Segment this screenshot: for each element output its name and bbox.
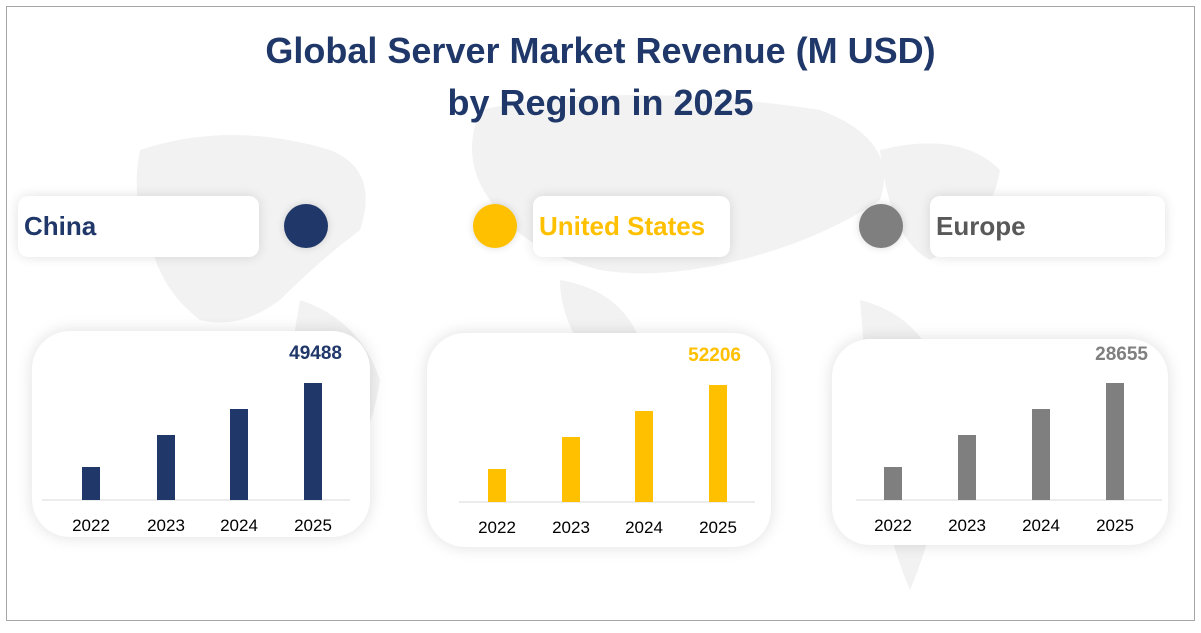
bar-2025 bbox=[709, 385, 727, 502]
bar-2022 bbox=[488, 469, 506, 502]
bar-chart-united-states: 2022 2023 2024 2025 52206 bbox=[427, 333, 771, 547]
bar-2022 bbox=[884, 467, 902, 500]
region-label-china: China bbox=[18, 196, 259, 257]
x-tick-label: 2022 bbox=[478, 518, 516, 537]
legend-dot-europe bbox=[859, 204, 903, 248]
x-tick-label: 2023 bbox=[147, 516, 185, 535]
x-tick-label: 2025 bbox=[1096, 516, 1134, 535]
bar-2024 bbox=[1032, 409, 1050, 500]
x-tick-label: 2025 bbox=[294, 516, 332, 535]
x-tick-label: 2024 bbox=[625, 518, 663, 537]
legend-dot-china bbox=[284, 204, 328, 248]
bar-2025 bbox=[1106, 383, 1124, 500]
bar-chart-svg: 2022 2023 2024 2025 52206 bbox=[459, 345, 755, 537]
data-label-2025: 49488 bbox=[289, 343, 342, 364]
bar-2024 bbox=[230, 409, 248, 500]
data-label-2025: 28655 bbox=[1095, 344, 1148, 365]
x-tick-label: 2025 bbox=[699, 518, 737, 537]
bar-chart-svg: 2022 2023 2024 2025 28655 bbox=[856, 344, 1162, 535]
bar-chart-china: 2022 2023 2024 2025 49488 bbox=[32, 331, 370, 537]
data-label-2025: 52206 bbox=[688, 345, 741, 366]
bar-2023 bbox=[562, 437, 580, 502]
bar-2023 bbox=[958, 435, 976, 500]
x-tick-label: 2024 bbox=[1022, 516, 1060, 535]
bar-chart-europe: 2022 2023 2024 2025 28655 bbox=[832, 339, 1168, 545]
bar-chart-svg: 2022 2023 2024 2025 49488 bbox=[42, 343, 350, 535]
region-label-europe: Europe bbox=[930, 196, 1165, 257]
bar-2025 bbox=[304, 383, 322, 500]
x-tick-label: 2023 bbox=[948, 516, 986, 535]
chart-title-line-1: Global Server Market Revenue (M USD) bbox=[265, 30, 936, 71]
bar-2022 bbox=[82, 467, 100, 500]
bar-2023 bbox=[157, 434, 175, 500]
region-label-united-states: United States bbox=[533, 196, 730, 257]
x-tick-label: 2023 bbox=[552, 518, 590, 537]
legend-dot-united-states bbox=[473, 204, 517, 248]
x-tick-label: 2022 bbox=[72, 516, 110, 535]
chart-title-line-2: by Region in 2025 bbox=[447, 82, 754, 123]
x-tick-label: 2022 bbox=[874, 516, 912, 535]
x-tick-label: 2024 bbox=[220, 516, 258, 535]
bar-2024 bbox=[635, 411, 653, 502]
